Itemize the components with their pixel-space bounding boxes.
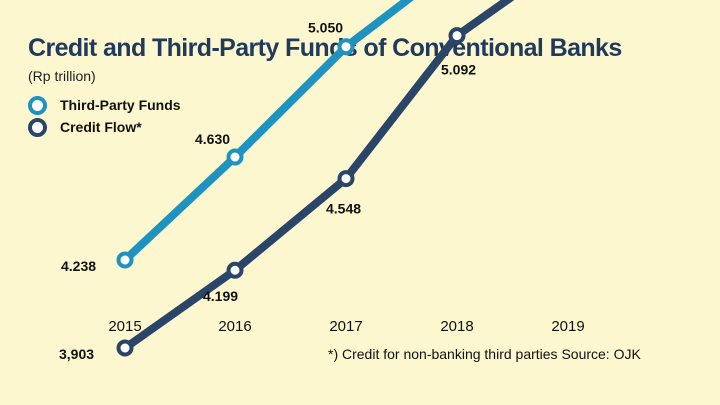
legend-label-credit-flow: Credit Flow* xyxy=(60,119,142,135)
point-credit-flow-2017 xyxy=(337,170,355,188)
x-tick-label-2017: 2017 xyxy=(329,318,362,335)
point-credit-flow-2016 xyxy=(226,261,244,279)
point-credit-flow-2015 xyxy=(116,339,134,357)
data-label-third-party-funds-2016: 4.630 xyxy=(195,131,230,147)
data-label-credit-flow-2015: 3,903 xyxy=(59,346,94,362)
data-label-third-party-funds-2015: 4.238 xyxy=(61,258,96,274)
chart-subtitle: (Rp trillion) xyxy=(28,68,96,84)
chart-title: Credit and Third-Party Funds of Conventi… xyxy=(28,34,622,62)
x-tick-label-2018: 2018 xyxy=(440,318,473,335)
data-label-credit-flow-2018: 5.092 xyxy=(441,62,476,78)
point-credit-flow-2018 xyxy=(448,27,466,45)
point-third-party-funds-2017 xyxy=(337,38,355,56)
legend-item-credit-flow: Credit Flow* xyxy=(28,116,181,138)
data-label-credit-flow-2016: 4.199 xyxy=(203,288,238,304)
data-label-third-party-funds-2017: 5.050 xyxy=(308,20,343,36)
legend-marker-credit-flow xyxy=(28,117,47,137)
legend-label-third-party-funds: Third-Party Funds xyxy=(60,97,181,113)
point-third-party-funds-2016 xyxy=(226,148,244,166)
footnote: *) Credit for non-banking third parties … xyxy=(328,346,641,362)
x-tick-label-2015: 2015 xyxy=(108,318,141,335)
point-third-party-funds-2015 xyxy=(116,251,134,269)
legend-item-third-party-funds: Third-Party Funds xyxy=(28,94,181,116)
x-tick-label-2016: 2016 xyxy=(218,318,251,335)
x-tick-label-2019: 2019 xyxy=(551,318,584,335)
legend-marker-third-party-funds xyxy=(28,95,47,115)
legend: Third-Party Funds Credit Flow* xyxy=(28,94,181,138)
data-label-credit-flow-2017: 4.548 xyxy=(326,201,361,217)
